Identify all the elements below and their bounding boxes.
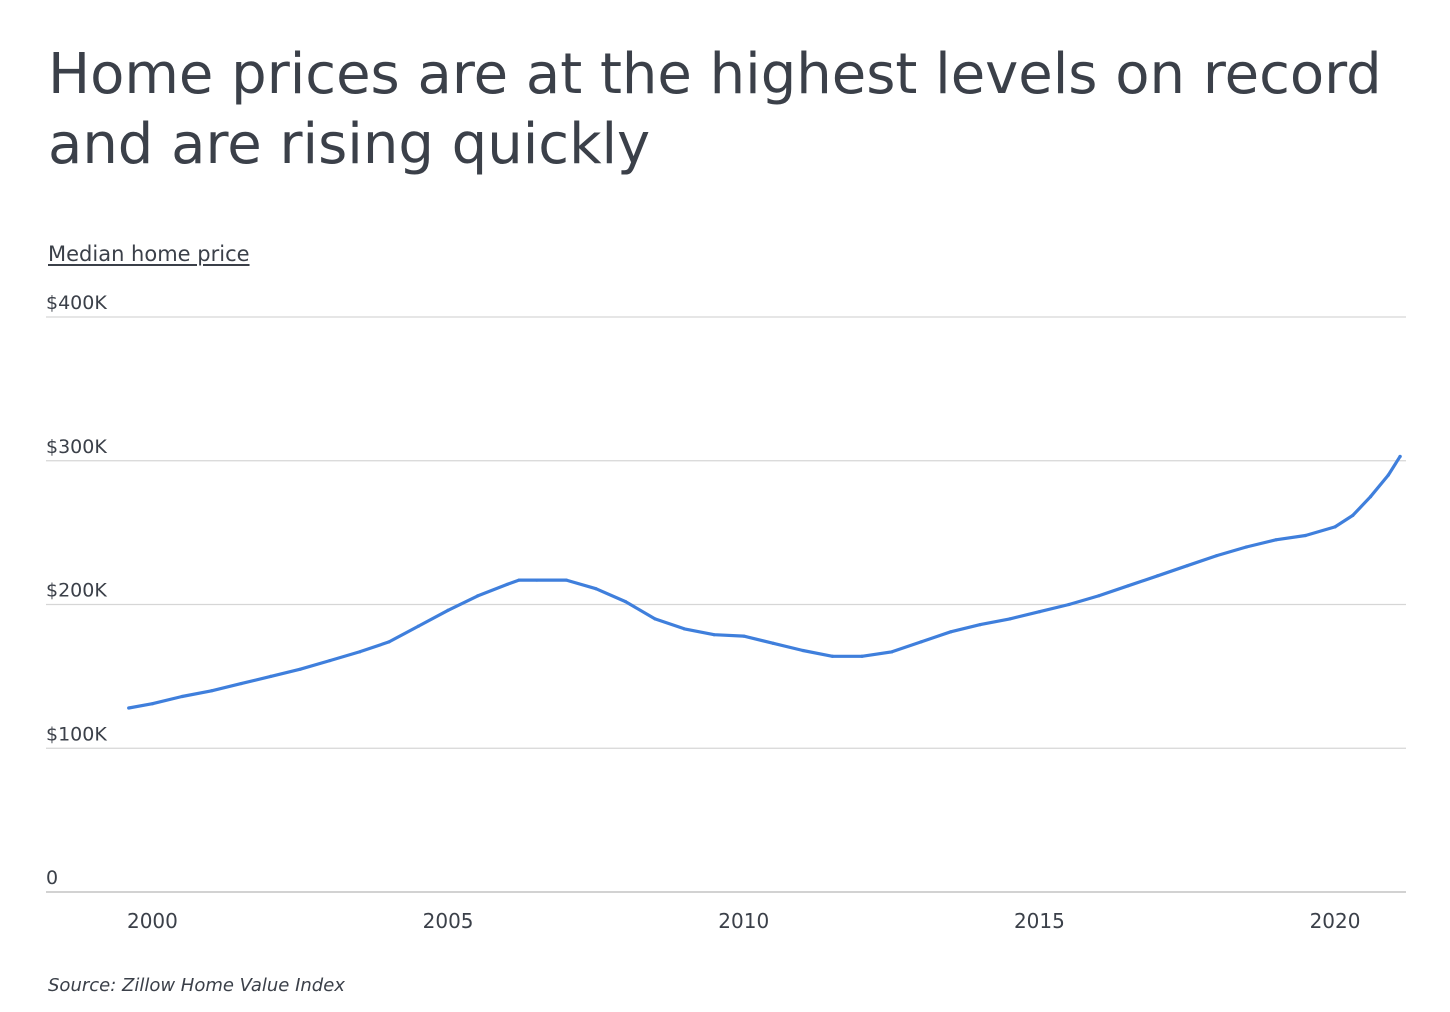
- data-point: [209, 689, 214, 693]
- x-tick-label: 2015: [1014, 909, 1065, 933]
- data-point: [1398, 454, 1402, 459]
- data-point: [1368, 495, 1373, 499]
- data-point: [978, 623, 982, 627]
- data-point: [949, 630, 953, 634]
- data-point: [269, 674, 273, 678]
- chart-title: Home prices are at the highest levels on…: [48, 42, 1382, 177]
- y-tick-label: $300K: [46, 436, 107, 458]
- data-point: [505, 582, 509, 586]
- data-point: [1333, 525, 1337, 529]
- data-point: [476, 594, 480, 598]
- data-point: [517, 578, 521, 582]
- data-point: [653, 617, 657, 621]
- data-point: [683, 627, 687, 631]
- data-point: [446, 608, 450, 612]
- data-point: [1351, 513, 1355, 517]
- data-point: [742, 634, 746, 638]
- data-point: [860, 654, 864, 658]
- data-point: [298, 667, 302, 671]
- y-tick-label: $100K: [46, 723, 107, 745]
- data-point: [1185, 564, 1189, 568]
- data-point: [387, 640, 391, 644]
- data-point: [328, 658, 332, 663]
- data-point: [535, 578, 539, 582]
- y-tick-label: 0: [46, 867, 58, 889]
- data-point: [801, 648, 805, 653]
- data-point: [239, 681, 243, 686]
- source-note: Source: Zillow Home Value Index: [48, 975, 345, 996]
- data-point: [623, 600, 628, 604]
- x-tick-label: 2020: [1310, 909, 1361, 933]
- data-point: [830, 654, 835, 658]
- data-point: [564, 578, 568, 582]
- data-point: [1215, 554, 1219, 558]
- data-point: [594, 587, 598, 591]
- series-line-0: [127, 454, 1402, 710]
- x-tick-label: 2010: [718, 909, 769, 933]
- data-point: [150, 702, 155, 706]
- y-axis-label: Median home price: [48, 242, 250, 266]
- data-point: [416, 624, 421, 628]
- data-point: [1126, 584, 1130, 588]
- data-point: [127, 706, 131, 710]
- x-tick-label: 2005: [423, 909, 474, 933]
- data-point: [1156, 574, 1160, 578]
- data-point: [1008, 617, 1012, 621]
- data-point: [1067, 602, 1071, 607]
- x-tick-label: 2000: [127, 909, 178, 933]
- data-point: [712, 633, 716, 637]
- y-tick-label: $200K: [46, 580, 107, 602]
- data-point: [1244, 545, 1248, 549]
- data-point: [180, 694, 184, 699]
- data-point: [771, 641, 775, 645]
- data-point: [1386, 473, 1390, 477]
- data-point: [889, 650, 894, 654]
- data-point: [357, 650, 361, 654]
- data-point: [1274, 538, 1278, 542]
- data-point: [1303, 533, 1308, 538]
- data-point: [919, 640, 923, 644]
- data-point: [1037, 610, 1041, 614]
- data-point: [1096, 594, 1101, 598]
- y-tick-label: $400K: [46, 292, 107, 314]
